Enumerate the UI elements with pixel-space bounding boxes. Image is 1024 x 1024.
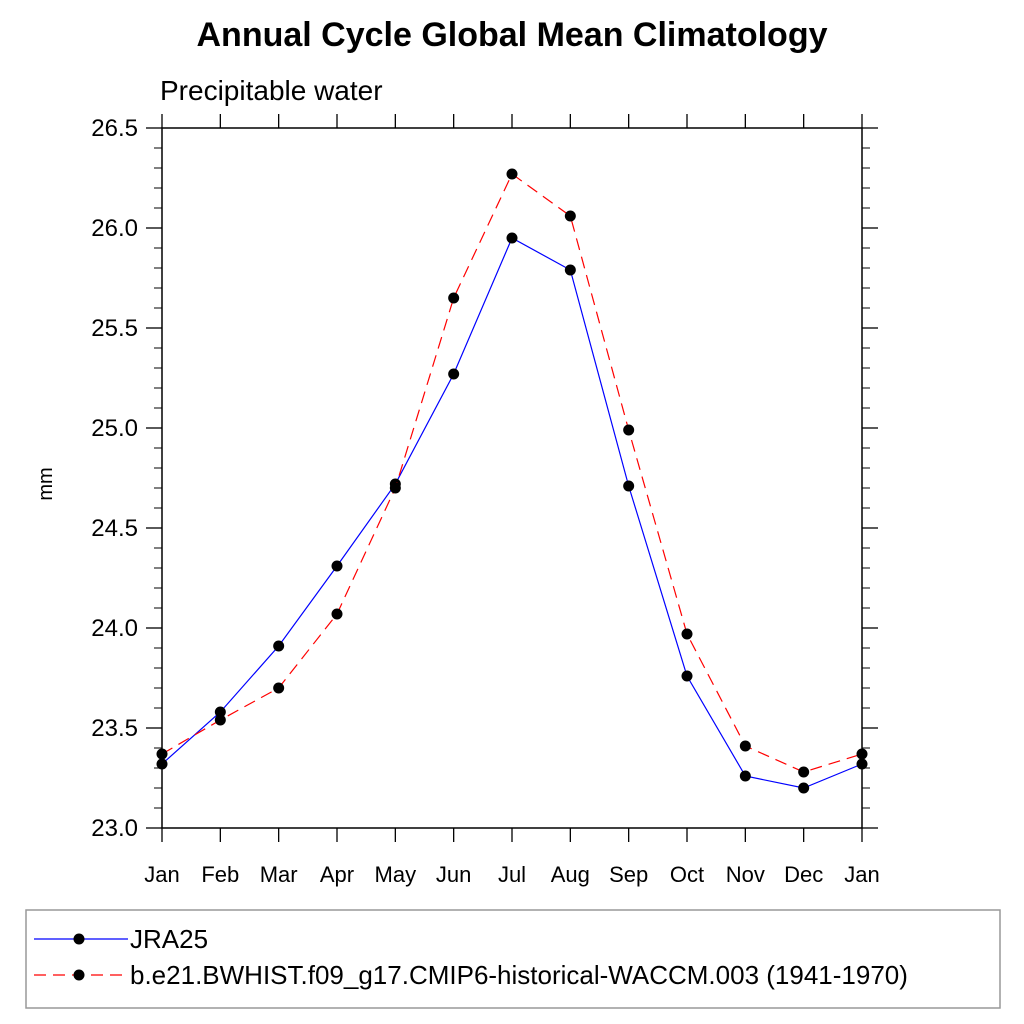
legend-label-2: b.e21.BWHIST.f09_g17.CMIP6-historical-WA… [130,960,908,990]
y-tick-label: 25.5 [91,315,138,342]
legend-marker-1 [73,933,85,945]
data-point [798,766,810,778]
data-point [448,292,460,304]
x-tick-label: May [375,862,417,887]
x-tick-label: Feb [201,862,239,887]
data-point [798,782,810,794]
x-tick-label: Jul [498,862,526,887]
data-point [739,770,751,782]
data-point [156,748,168,760]
x-tick-label: Sep [609,862,648,887]
data-point [273,640,285,652]
x-tick-label: Apr [320,862,354,887]
x-tick-label: Jun [436,862,471,887]
y-tick-label: 26.0 [91,215,138,242]
data-point [564,210,576,222]
x-tick-label: Dec [784,862,823,887]
data-point [331,560,343,572]
data-point [856,758,868,770]
data-point [214,714,226,726]
data-point [681,670,693,682]
data-point [623,480,635,492]
data-point [331,608,343,620]
data-point [214,706,226,718]
chart-subtitle: Precipitable water [160,75,383,106]
y-tick-label: 24.5 [91,515,138,542]
data-point [506,168,518,180]
x-tick-label: Nov [726,862,765,887]
x-tick-label: Oct [670,862,704,887]
data-point [564,264,576,276]
data-point [448,368,460,380]
data-point [856,748,868,760]
y-axis-label: mm [35,467,57,500]
y-tick-label: 23.0 [91,815,138,842]
series-line-2 [161,173,863,773]
chart-title: Annual Cycle Global Mean Climatology [197,16,828,54]
data-point [623,424,635,436]
data-point [506,232,518,244]
y-tick-label: 26.5 [91,115,138,142]
data-point [389,482,401,494]
x-tick-label: Aug [551,862,590,887]
y-tick-label: 25.0 [91,415,138,442]
x-tick-label: Jan [844,862,879,887]
data-point [739,740,751,752]
series-line-1 [161,237,863,789]
legend-box [25,909,1001,1009]
legend-label-1: JRA25 [130,924,208,954]
x-tick-label: Jan [144,862,179,887]
y-tick-label: 23.5 [91,715,138,742]
data-point [681,628,693,640]
x-tick-label: Mar [260,862,298,887]
legend-marker-2 [73,969,85,981]
data-point [273,682,285,694]
data-point [156,758,168,770]
y-tick-label: 24.0 [91,615,138,642]
